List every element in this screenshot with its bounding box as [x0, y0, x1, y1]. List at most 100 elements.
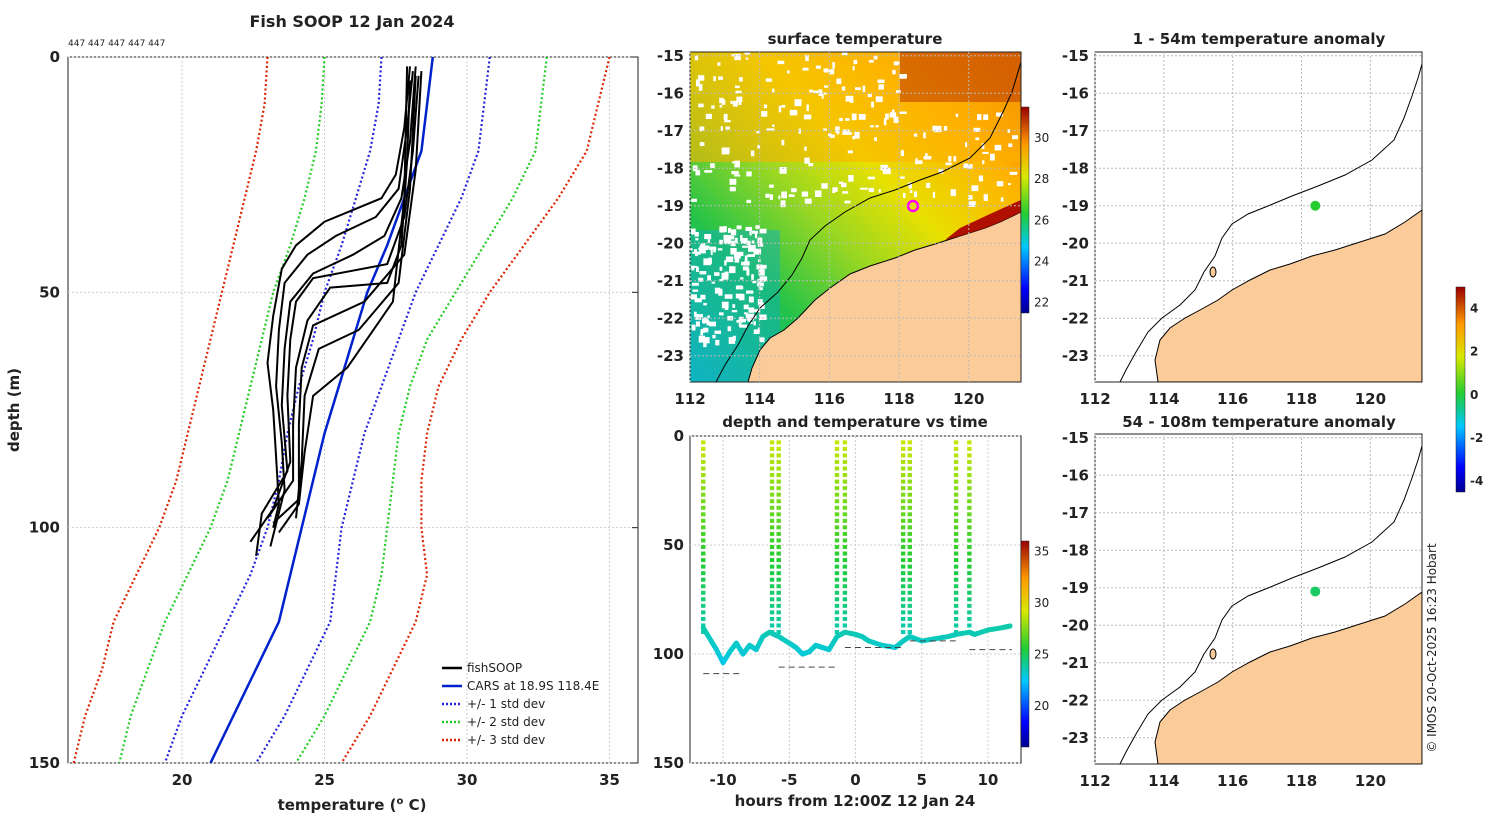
cloud-gap: [839, 117, 843, 122]
sst-ticks: 112 114 116 118 120 -15 -16 -17 -18 -19 -20 -21 -22 -…: [657, 47, 985, 408]
cloud-gap: [900, 150, 904, 157]
dive-sample: [907, 492, 912, 497]
map-ytick-label: -20: [657, 234, 684, 252]
dive-sample: [701, 531, 706, 536]
map-ytick-label: -23: [657, 347, 684, 365]
cloud-gap: [804, 198, 812, 204]
dive-sample: [967, 610, 972, 615]
cloud-gap: [968, 201, 976, 207]
legend-entry: +/- 1 std dev: [467, 697, 545, 711]
cloud-gap: [746, 268, 750, 276]
dive-sample: [842, 499, 848, 504]
dive-sample: [842, 597, 848, 602]
dive-sample: [842, 512, 848, 517]
dive-sample: [967, 564, 972, 569]
cloud-gap: [734, 252, 741, 257]
cloud-gap: [706, 320, 710, 326]
cloud-gap: [842, 191, 849, 194]
fishsoop-cast-line: [255, 66, 417, 557]
cloud-gap: [878, 189, 881, 193]
dive-sample: [701, 473, 706, 478]
dive-sample: [769, 499, 775, 504]
cloud-gap: [852, 66, 855, 71]
dive-sample: [701, 590, 706, 595]
cloud-gap: [755, 225, 760, 229]
cars-line: [209, 57, 435, 763]
dive-sample: [834, 590, 840, 595]
dive-sample: [967, 505, 972, 510]
cloud-gap: [738, 294, 745, 301]
cloud-gap: [978, 175, 984, 182]
dive-sample: [953, 459, 959, 464]
dive-sample: [769, 440, 775, 445]
cloud-gap: [717, 248, 723, 251]
dive-sample: [900, 538, 906, 543]
cloud-gap: [862, 85, 866, 92]
dive-sample: [776, 492, 781, 497]
cloud-gap: [772, 88, 775, 93]
cloud-gap: [789, 109, 798, 116]
cloud-gap: [832, 62, 835, 69]
dive-sample: [776, 512, 781, 517]
cloud-gap: [779, 167, 787, 174]
cloud-gap: [694, 298, 702, 303]
dive-sample: [900, 610, 906, 615]
dive-sample: [834, 584, 840, 589]
cloud-gap: [719, 104, 723, 108]
cloud-gap: [703, 302, 707, 306]
dive-sample: [701, 545, 706, 549]
timeseries-data: [700, 440, 1013, 675]
cloud-gap: [709, 246, 717, 250]
dive-sample: [900, 479, 906, 484]
dive-sample: [967, 616, 972, 621]
dive-sample: [967, 538, 972, 543]
cloud-gap: [694, 232, 699, 237]
dive-sample: [900, 584, 906, 589]
cloud-gap: [710, 249, 713, 256]
cloud-gap: [729, 186, 736, 192]
dive-sample: [769, 610, 775, 615]
map-ytick-label: -16: [1062, 84, 1089, 102]
timeseries-colorbar: [1020, 540, 1030, 748]
dive-sample: [769, 545, 775, 549]
cloud-gap: [698, 335, 705, 343]
dive-sample: [907, 446, 912, 451]
sst-colorbar-ticks: 22 24 26 28 30: [1034, 131, 1049, 310]
anomaly-colorbar-label: 2: [1470, 345, 1478, 359]
dive-sample: [953, 623, 959, 628]
dive-sample: [967, 558, 972, 563]
cloud-gap: [748, 296, 754, 303]
cloud-gap: [707, 315, 710, 318]
cloud-gap: [761, 111, 768, 117]
dive-sample: [842, 479, 848, 484]
dive-sample: [776, 505, 781, 510]
dive-sample: [776, 473, 781, 478]
cloud-gap: [696, 79, 700, 87]
cloud-gap: [868, 59, 874, 63]
dive-sample: [842, 590, 848, 595]
map-ytick-label: -20: [1062, 616, 1089, 634]
dive-sample: [907, 616, 912, 621]
dive-sample: [907, 610, 912, 615]
cloud-gap: [747, 254, 755, 257]
dive-sample: [953, 551, 959, 556]
anomaly-shallow-point: [1310, 200, 1321, 211]
cloud-gap: [703, 340, 707, 348]
cloud-gap: [709, 321, 716, 327]
cloud-gap: [732, 335, 736, 341]
cloud-gap: [736, 320, 744, 323]
cloud-gap: [808, 163, 814, 167]
dive-sample: [776, 459, 781, 464]
dive-sample: [953, 499, 959, 504]
cloud-gap: [711, 105, 715, 109]
map-xtick-label: 114: [1148, 772, 1179, 790]
dive-sample: [900, 505, 906, 510]
anomaly-shallow-ticks: 112 114 116 118 120 -15 -16 -17 -18 -19 -20 -21 -22 -…: [1062, 47, 1386, 408]
cloud-gap: [966, 164, 973, 170]
profile-axes: [67, 56, 639, 764]
dive-sample: [701, 446, 706, 451]
std-2-left-line: [118, 57, 326, 763]
dive-sample: [953, 531, 959, 536]
dive-sample: [769, 577, 775, 582]
dive-sample: [701, 479, 706, 484]
